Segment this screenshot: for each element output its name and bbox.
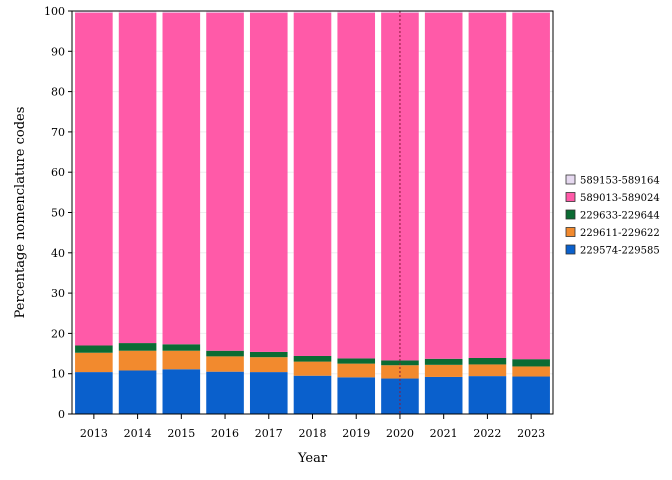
bar-2020-series-2	[381, 360, 419, 366]
y-tick-label-100: 100	[44, 5, 65, 18]
y-tick-label-30: 30	[51, 287, 65, 300]
bar-2018-series-3	[293, 12, 332, 356]
bar-2023-series-2	[512, 359, 550, 367]
legend-label-2: 229633-229644	[580, 211, 660, 222]
bar-2022-series-3	[468, 12, 507, 358]
bar-2018-series-0	[293, 375, 332, 414]
bar-2022-series-2	[468, 357, 507, 365]
bar-2016-series-3	[206, 12, 244, 351]
x-tick-label-2013: 2013	[80, 427, 108, 440]
bar-2016-series-2	[206, 350, 244, 357]
bar-2019-series-4	[337, 11, 376, 13]
y-tick-label-20: 20	[51, 327, 65, 340]
x-tick-label-2016: 2016	[211, 427, 239, 440]
bar-2013-series-0	[75, 372, 113, 414]
x-axis-ticks: 2013 2014 2015 2016 2017 2018 2019 2020 2021 2022…	[80, 414, 545, 440]
x-tick-label-2015: 2015	[167, 427, 195, 440]
x-tick-label-2020: 2020	[386, 427, 414, 440]
legend-swatch-2	[565, 209, 576, 220]
legend-label-0: 589153-589164	[580, 176, 660, 187]
bar-2021-series-4	[424, 11, 463, 13]
bar-2013-series-3	[75, 12, 113, 346]
bar-2022-series-0	[468, 376, 507, 414]
bar-2020-series-3	[381, 12, 419, 361]
bar-2017-series-0	[249, 372, 288, 414]
y-tick-label-50: 50	[51, 207, 65, 220]
y-tick-label-80: 80	[51, 86, 65, 99]
y-tick-label-40: 40	[51, 247, 65, 260]
y-tick-label-90: 90	[51, 45, 65, 58]
x-tick-label-2018: 2018	[299, 427, 327, 440]
bar-2014-series-2	[118, 343, 157, 351]
bar-2014-series-0	[118, 370, 157, 414]
bar-2023-series-0	[512, 376, 550, 414]
bar-2015-series-0	[162, 369, 201, 414]
bar-2015-series-3	[162, 12, 201, 345]
bar-2022-series-4	[468, 11, 507, 13]
bar-2017-series-1	[249, 357, 288, 373]
legend-swatch-4	[565, 244, 576, 255]
bar-2019-series-3	[337, 12, 376, 359]
bar-2015-series-1	[162, 350, 201, 370]
bar-2013-series-4	[75, 11, 113, 13]
legend-swatch-3	[565, 227, 576, 237]
y-tick-label-70: 70	[51, 126, 65, 139]
bar-2018-series-2	[293, 355, 332, 362]
x-tick-label-2019: 2019	[342, 427, 370, 440]
bar-2018-series-1	[293, 361, 332, 376]
bar-2014-series-3	[118, 12, 157, 344]
x-tick-label-2021: 2021	[430, 427, 458, 440]
y-tick-label-10: 10	[51, 368, 65, 381]
bar-2019-series-2	[337, 358, 376, 364]
bar-2015-series-2	[162, 344, 201, 351]
legend-label-1: 589013-589024	[580, 193, 660, 204]
bar-2018-series-4	[293, 11, 332, 13]
x-tick-label-2014: 2014	[124, 427, 152, 440]
bar-2019-series-0	[337, 377, 376, 414]
bar-2016-series-1	[206, 356, 244, 372]
y-tick-label-0: 0	[58, 408, 65, 421]
x-tick-label-2023: 2023	[517, 427, 545, 440]
legend-label-4: 229574-229585	[580, 246, 660, 257]
bar-2019-series-1	[337, 363, 376, 378]
bar-2023-series-3	[512, 12, 550, 360]
bar-2016-series-0	[206, 371, 244, 414]
legend-label-3: 229611-229622	[580, 228, 660, 239]
bar-2015-series-4	[162, 11, 201, 13]
legend: 589153-589164 589013-589024 229633-229644 2…	[565, 174, 660, 257]
bar-2017-series-3	[249, 12, 288, 352]
bar-2021-series-2	[424, 358, 463, 365]
y-tick-label-60: 60	[51, 166, 65, 179]
legend-swatch-0	[565, 174, 576, 185]
bar-2017-series-4	[249, 11, 288, 13]
legend-swatch-1	[565, 192, 576, 202]
x-axis-title: Year	[297, 451, 328, 466]
bar-2013-series-1	[75, 352, 113, 373]
y-axis-ticks: 0 10 20 30 40 50 60 70 80 90 100	[44, 5, 72, 421]
bar-2013-series-2	[75, 345, 113, 353]
bar-2023-series-4	[512, 11, 550, 13]
bar-2016-series-4	[206, 11, 244, 13]
bar-2014-series-1	[118, 350, 157, 371]
x-tick-label-2022: 2022	[473, 427, 501, 440]
bar-2021-series-3	[424, 12, 463, 359]
bar-2023-series-1	[512, 366, 550, 377]
bar-2017-series-2	[249, 351, 288, 358]
bar-2014-series-4	[118, 11, 157, 13]
bars	[75, 11, 550, 414]
x-tick-label-2017: 2017	[255, 427, 283, 440]
y-axis-title: Percentage nomenclature codes	[13, 107, 28, 319]
bar-2021-series-0	[424, 376, 463, 414]
bar-2021-series-1	[424, 364, 463, 377]
bar-2022-series-1	[468, 364, 507, 377]
